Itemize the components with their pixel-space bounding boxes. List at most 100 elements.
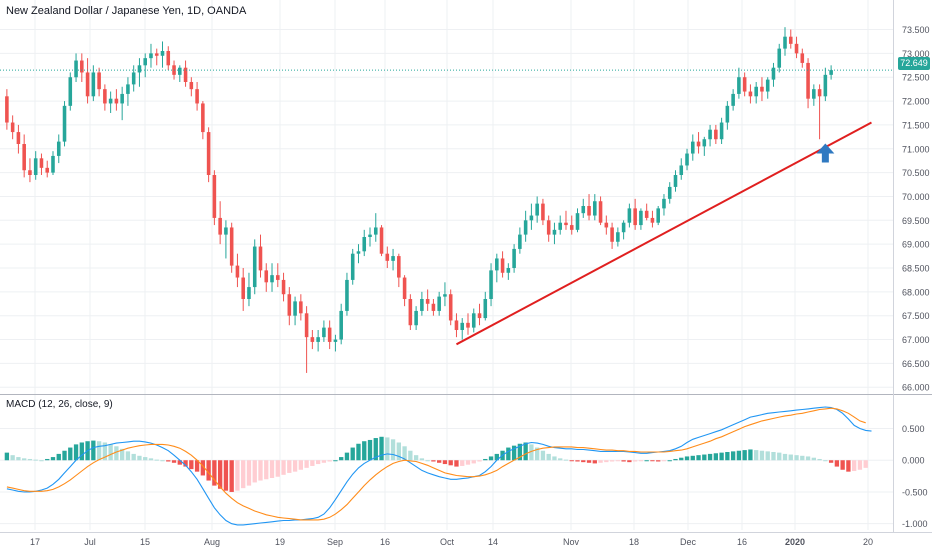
- candle-body: [33, 158, 38, 175]
- macd-histogram-bar: [690, 455, 695, 461]
- macd-histogram-bar: [627, 460, 632, 463]
- macd-histogram-bar: [517, 443, 523, 461]
- macd-histogram-bar: [552, 456, 557, 461]
- macd-histogram-bar: [800, 455, 805, 461]
- time-tick-label: Sep: [327, 537, 343, 547]
- candle-body: [310, 337, 315, 342]
- macd-histogram-bar: [385, 437, 390, 461]
- candle-body: [97, 72, 101, 90]
- macd-histogram-bar: [581, 460, 586, 463]
- candle-body: [16, 132, 21, 144]
- candle-body: [702, 139, 707, 147]
- candle-body: [823, 74, 828, 97]
- candle-body: [448, 294, 453, 321]
- macd-histogram-bar: [523, 442, 528, 461]
- macd-histogram-bar: [68, 447, 73, 461]
- macd-tick-label: -1.000: [902, 519, 928, 529]
- time-tick-label: 20: [863, 537, 873, 547]
- macd-histogram-bar: [615, 460, 621, 462]
- candle-body: [103, 89, 107, 104]
- candle-body: [719, 122, 724, 140]
- macd-histogram-bar: [321, 460, 327, 463]
- candle-body: [760, 86, 764, 92]
- macd-histogram-bar: [609, 460, 615, 462]
- candle-body: [564, 222, 568, 226]
- candle-body: [748, 91, 753, 97]
- candle-body: [91, 72, 96, 97]
- macd-histogram-bar: [96, 441, 102, 461]
- candle-body: [610, 227, 614, 242]
- macd-histogram-bar: [823, 460, 828, 462]
- candle-body: [160, 51, 165, 56]
- macd-histogram-bar: [379, 436, 384, 461]
- macd-histogram-bar: [598, 460, 603, 463]
- candle-body: [420, 299, 424, 311]
- macd-histogram-bar: [419, 458, 425, 461]
- macd-histogram-bar: [817, 458, 822, 461]
- time-tick-label: Jul: [84, 537, 96, 547]
- macd-histogram-bar: [73, 444, 79, 461]
- macd-histogram-bar: [241, 460, 246, 489]
- candle-body: [518, 234, 522, 249]
- candle-body: [28, 170, 32, 175]
- candle-body: [120, 93, 124, 104]
- candle-body: [316, 337, 320, 342]
- candle-body: [443, 294, 447, 297]
- macd-histogram-bar: [281, 460, 286, 475]
- macd-histogram-bar: [707, 453, 713, 461]
- candle-body: [114, 98, 119, 104]
- macd-histogram-bar: [494, 453, 499, 461]
- price-tick-label: 71.000: [902, 144, 930, 154]
- macd-histogram-bar: [846, 460, 851, 472]
- candle-body: [621, 222, 626, 233]
- macd-histogram-bar: [794, 455, 799, 461]
- macd-histogram-bar: [327, 460, 332, 462]
- candle-body: [126, 84, 130, 94]
- time-tick-label: Aug: [204, 537, 220, 547]
- candle-body: [777, 48, 782, 68]
- time-tick-label: 2020: [785, 537, 805, 547]
- candle-body: [206, 132, 211, 175]
- candle-body: [356, 251, 361, 254]
- candle-body: [201, 103, 205, 133]
- candle-body: [812, 89, 816, 99]
- candle-body: [754, 86, 758, 97]
- macd-histogram-bar: [413, 455, 419, 461]
- candle-body: [783, 36, 787, 49]
- candle-body: [685, 153, 689, 166]
- candle-body: [39, 158, 44, 168]
- candle-body: [558, 222, 563, 230]
- macd-histogram-bar: [661, 460, 667, 462]
- macd-histogram-bar: [511, 445, 517, 461]
- macd-histogram-bar: [79, 442, 84, 461]
- macd-histogram-bar: [748, 449, 753, 461]
- macd-histogram-bar: [402, 446, 407, 461]
- macd-histogram-bar: [275, 460, 280, 477]
- macd-histogram-bar: [114, 446, 119, 461]
- macd-histogram-bar: [483, 458, 488, 461]
- macd-title: MACD (12, 26, close, 9): [6, 399, 113, 410]
- macd-histogram-bar: [350, 447, 355, 461]
- time-tick-label: 16: [380, 537, 390, 547]
- macd-histogram-bar: [200, 460, 206, 476]
- macd-histogram-bar: [333, 460, 338, 462]
- macd-histogram-bar: [194, 460, 200, 472]
- candle-body: [667, 186, 672, 199]
- price-tick-label: 73.500: [902, 25, 930, 35]
- price-tick-label: 72.500: [902, 73, 930, 83]
- macd-histogram-bar: [292, 460, 298, 472]
- price-tick-label: 70.500: [902, 168, 930, 178]
- macd-histogram-bar: [644, 460, 649, 462]
- macd-histogram-bar: [373, 438, 378, 461]
- candle-body: [523, 220, 528, 235]
- macd-histogram-bar: [742, 450, 747, 461]
- candle-body: [512, 248, 516, 268]
- macd-histogram-bar: [563, 459, 569, 461]
- price-tick-label: 66.000: [902, 383, 930, 393]
- candle-body: [742, 77, 747, 92]
- macd-histogram-bar: [828, 460, 834, 463]
- time-tick-label: 19: [275, 537, 285, 547]
- candle-body: [731, 93, 735, 106]
- candle-body: [598, 201, 603, 223]
